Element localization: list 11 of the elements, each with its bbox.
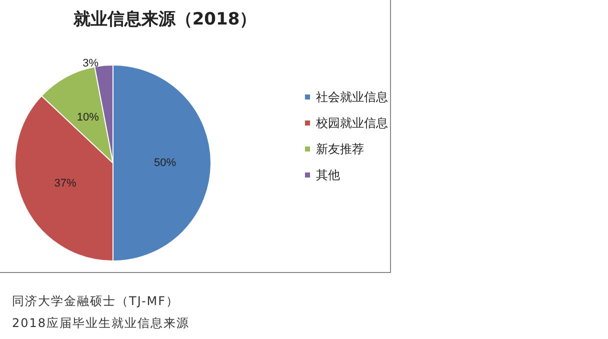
legend-label: 社会就业信息 bbox=[316, 90, 388, 104]
text: 同济大学金融硕士（TJ-MF） bbox=[12, 293, 180, 310]
legend-label: 其他 bbox=[316, 168, 340, 182]
data-label: 10% bbox=[76, 111, 100, 124]
data-label: 3% bbox=[82, 57, 99, 70]
chart-title: 就业信息来源（2018） bbox=[72, 10, 257, 30]
data-label: 50% bbox=[154, 157, 176, 169]
legend-label: 校园就业信息 bbox=[315, 116, 388, 130]
text: 2018应届毕业生就业信息来源 bbox=[12, 315, 190, 332]
legend-label: 新友推荐 bbox=[316, 142, 364, 156]
data-label: 37% bbox=[54, 178, 76, 190]
